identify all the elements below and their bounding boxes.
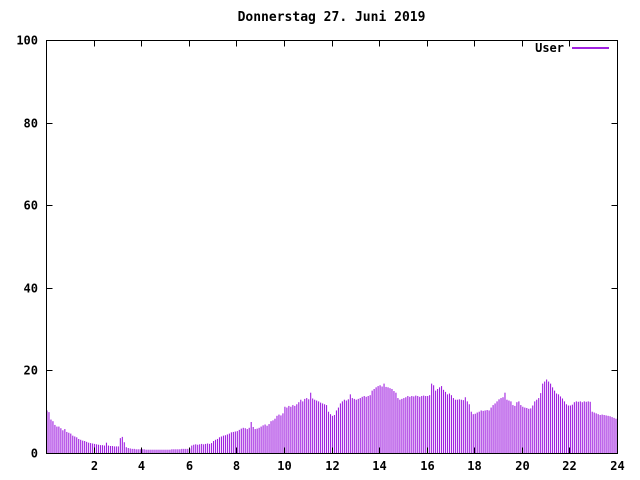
legend-label-user: User	[535, 41, 564, 55]
x-tick-label: 4	[138, 459, 145, 473]
chart-title: Donnerstag 27. Juni 2019	[237, 10, 426, 25]
y-tick-label: 0	[31, 447, 38, 461]
y-tick-label: 60	[24, 199, 38, 213]
x-tick-label: 16	[420, 459, 434, 473]
x-tick-label: 22	[562, 459, 576, 473]
x-tick-label: 8	[233, 459, 240, 473]
legend-line-sample	[572, 47, 609, 49]
x-tick-label: 14	[372, 459, 386, 473]
x-tick-label: 20	[515, 459, 529, 473]
x-tick-label: 18	[467, 459, 481, 473]
y-tick-label: 100	[16, 34, 38, 48]
legend: User	[535, 41, 609, 55]
x-tick-label: 10	[277, 459, 291, 473]
x-tick-label: 24	[610, 459, 624, 473]
x-tick-label: 2	[91, 459, 98, 473]
x-tick-label: 6	[186, 459, 193, 473]
y-tick-label: 20	[24, 364, 38, 378]
x-tick-label: 12	[325, 459, 339, 473]
y-tick-label: 40	[24, 282, 38, 296]
y-tick-label: 80	[24, 117, 38, 131]
